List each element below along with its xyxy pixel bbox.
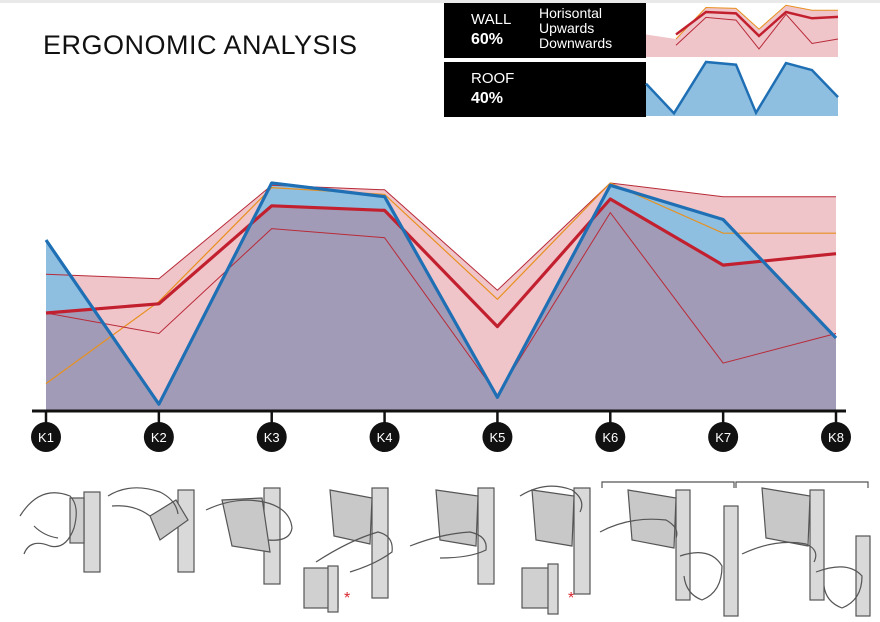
x-tick-label-k3: K3 (264, 430, 280, 445)
illustration-k5 (409, 487, 495, 585)
x-tick-label-k2: K2 (151, 430, 167, 445)
illustration-k3 (205, 487, 293, 585)
x-tick-label-k1: K1 (38, 430, 54, 445)
x-axis: K1 K2 K3 K4 K5 K6 K7 K8 (31, 409, 851, 452)
legend-roof-name: ROOF (471, 70, 515, 87)
line-horisontal (45, 197, 837, 329)
hand-grip-illustrations: * * (19, 481, 871, 617)
marker-star-k4: * (344, 590, 350, 607)
x-tick-label-k5: K5 (489, 430, 505, 445)
mini-wall-downwards (675, 13, 839, 50)
mini-wall-upwards (675, 4, 838, 40)
legend-roof-percent: 40% (471, 90, 504, 107)
legend-wall-keys: Horisontal Upwards Downwards (539, 6, 612, 51)
line-upwards (45, 182, 836, 385)
mini-wall-area (646, 5, 838, 58)
x-tick-badge-k8 (821, 422, 851, 452)
illustration-k6 (519, 485, 591, 615)
plot-area (44, 181, 838, 411)
legend-wall-name: WALL (471, 11, 512, 28)
mini-chart-wall (646, 4, 839, 58)
x-tick-badge-k6 (595, 422, 626, 452)
top-rule (0, 0, 880, 3)
legend-wall: WALL 60% Horisontal Upwards Downwards (444, 3, 646, 58)
line-wall-upper (45, 182, 836, 291)
x-tick-label-k4: K4 (377, 430, 393, 445)
x-tick-label-k8: K8 (828, 430, 844, 445)
illustration-k2 (107, 487, 195, 573)
illustration-k8 (735, 481, 871, 617)
legend-key-upwards: Upwards (539, 20, 595, 36)
x-tick-label-k6: K6 (602, 430, 618, 445)
area-overlap (46, 199, 836, 411)
mini-wall-horisontal (675, 10, 839, 38)
x-tick-badge-k7 (708, 422, 739, 452)
x-tick-badge-k4 (369, 422, 400, 452)
line-downwards (45, 211, 837, 396)
x-tick-badge-k1 (31, 422, 61, 452)
x-tick-badge-k5 (482, 422, 513, 452)
mini-roof-area (646, 62, 838, 116)
illustration-k7 (599, 481, 739, 617)
mini-chart-roof (645, 60, 839, 116)
legend-roof: ROOF 40% (444, 62, 646, 117)
x-tick-badge-k3 (256, 422, 287, 452)
page-title: ERGONOMIC ANALYSIS (43, 30, 358, 60)
x-tick-badge-k2 (143, 422, 174, 452)
legend-key-downwards: Downwards (539, 35, 613, 51)
line-roof (44, 181, 838, 406)
marker-star-k6: * (568, 590, 574, 607)
ergonomic-chart: K1 K2 K3 K4 K5 K6 K7 K8 (31, 4, 851, 452)
x-tick-label-k7: K7 (715, 430, 731, 445)
illustration-k4 (303, 487, 393, 613)
illustration-k1 (19, 491, 101, 573)
legend-wall-percent: 60% (471, 31, 504, 48)
legend-key-horisontal: Horisontal (539, 5, 603, 21)
mini-roof-line (645, 60, 839, 116)
